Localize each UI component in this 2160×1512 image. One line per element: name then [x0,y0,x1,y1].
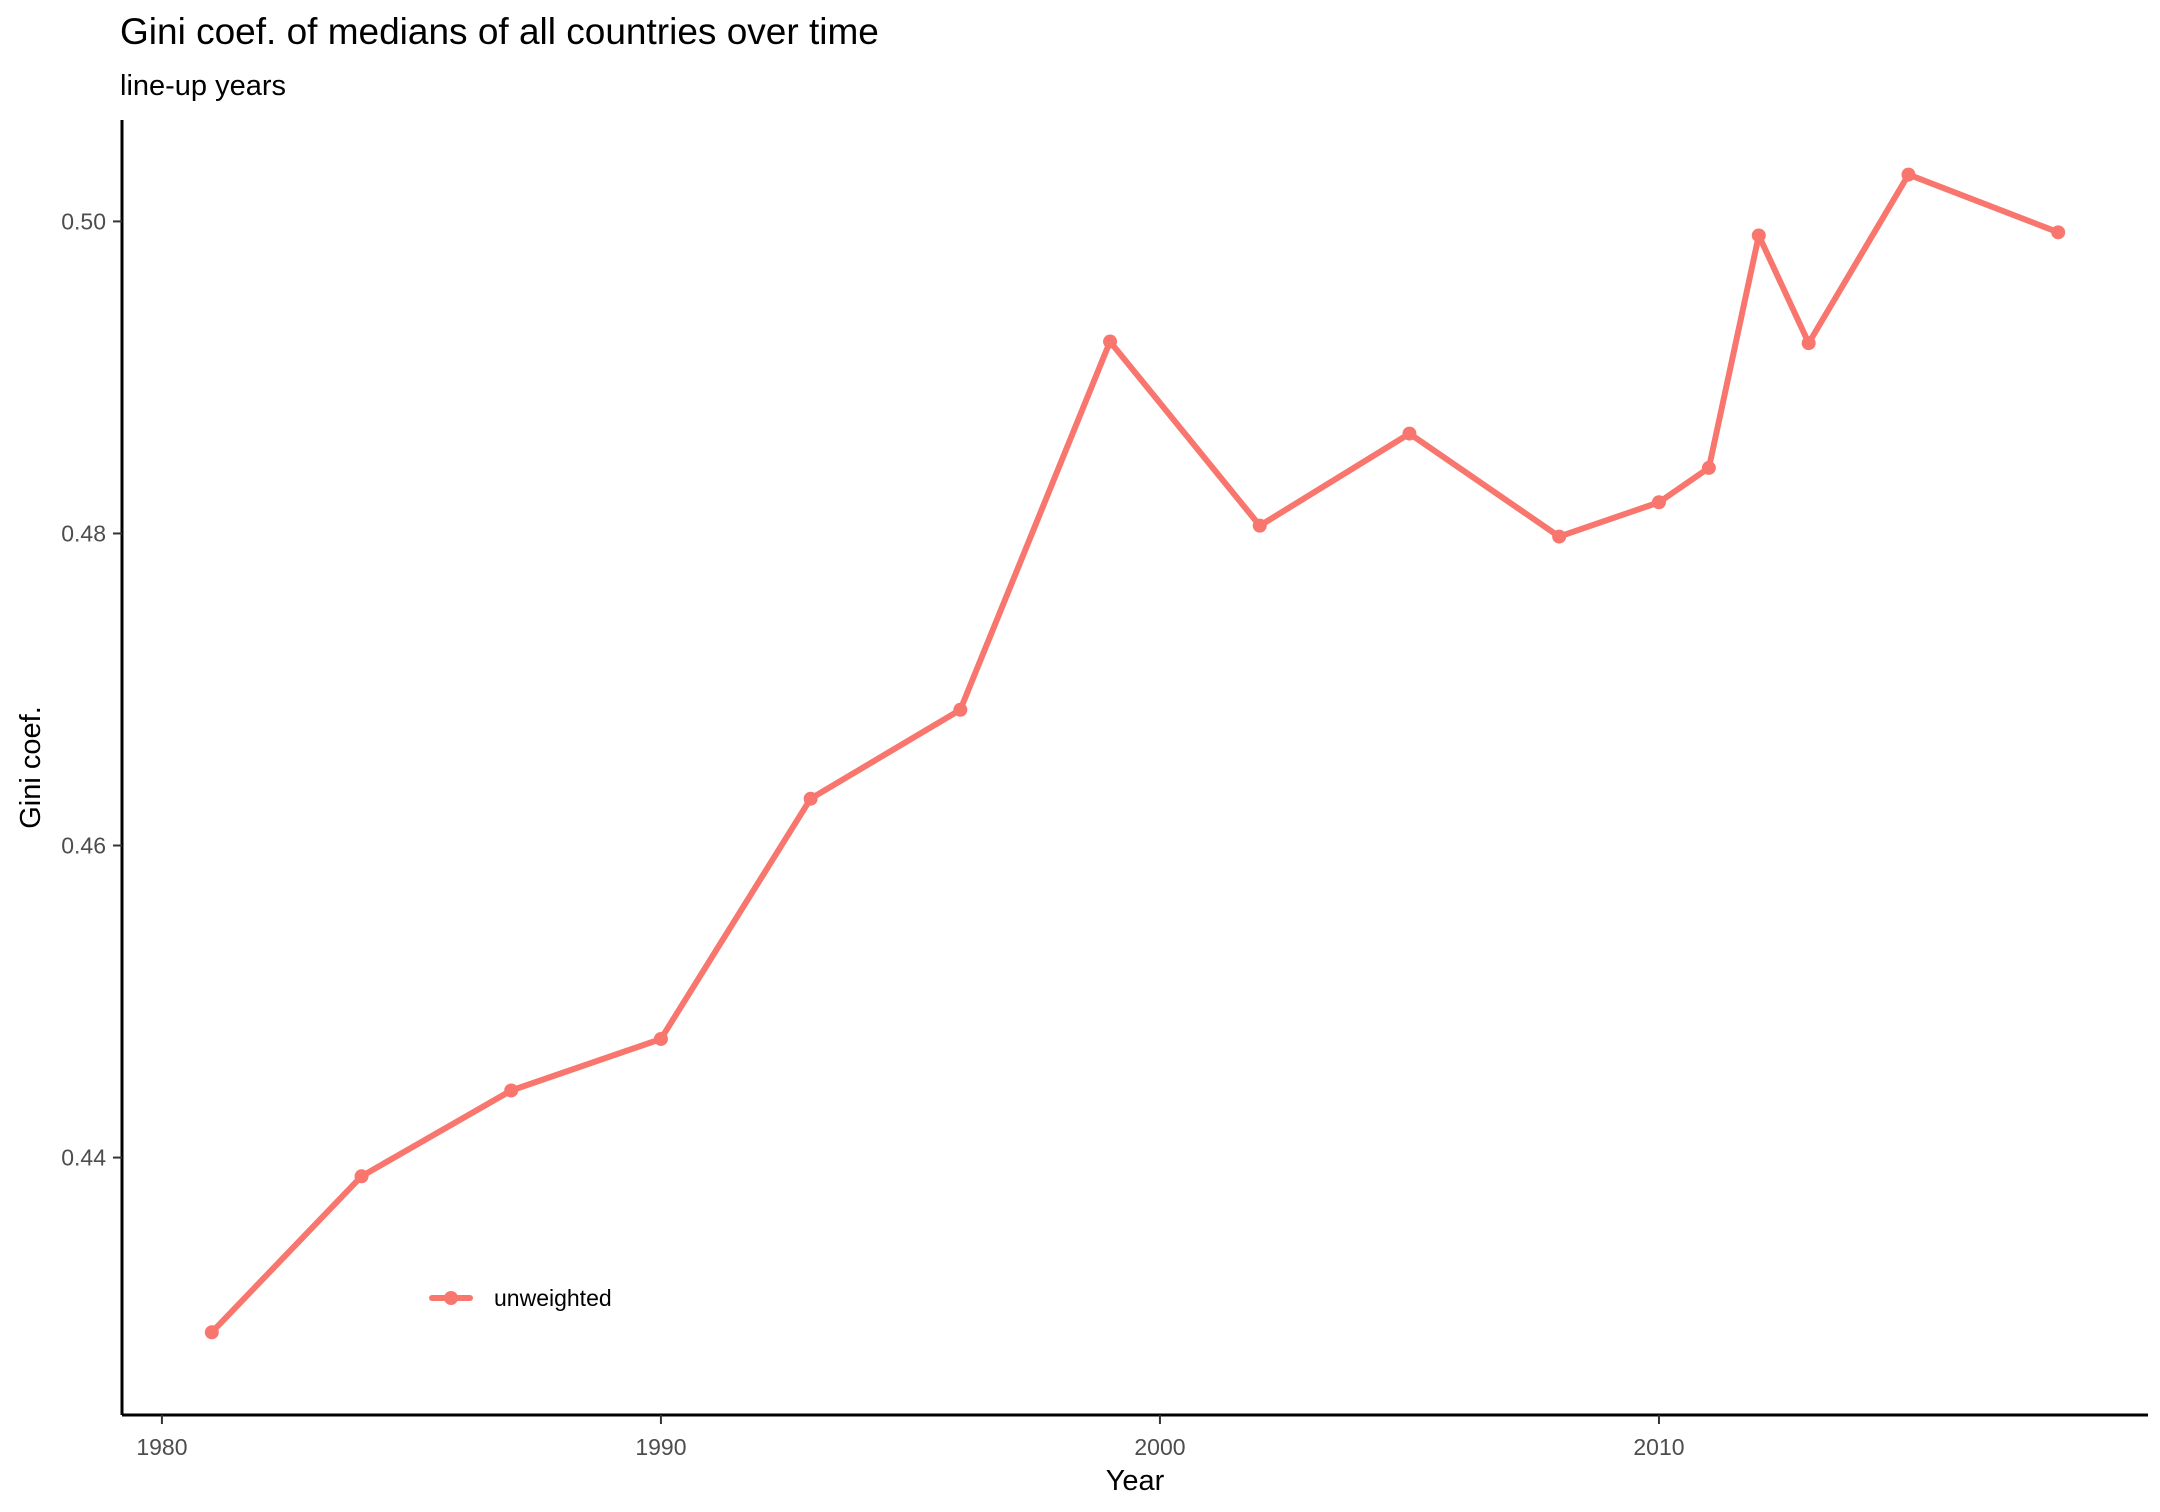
data-point [653,1031,668,1046]
data-point [1701,460,1716,475]
axes [120,120,2148,1417]
data-point [1901,167,1916,182]
y-tick-label: 0.50 [61,208,106,234]
data-point [1103,334,1118,349]
y-tick-label: 0.44 [61,1145,106,1171]
chart-subtitle: line-up years [120,70,286,102]
chart-title: Gini coef. of medians of all countries o… [120,11,879,52]
data-point [1402,426,1417,441]
data-point [204,1325,219,1340]
data-point [1751,228,1766,243]
data-point [1651,495,1666,510]
y-axis-ticks: 0.44 0.46 0.48 0.50 [61,208,122,1171]
series-layer [204,167,2066,1340]
data-point [953,702,968,717]
x-tick-label: 2000 [1134,1434,1185,1460]
y-tick-label: 0.48 [61,520,106,546]
data-point [1801,336,1816,351]
data-point [1552,529,1567,544]
data-point [1252,518,1267,533]
x-axis-ticks: 1980 1990 2000 2010 [136,1415,1685,1460]
legend-key-point [444,1291,458,1305]
x-tick-label: 1990 [635,1434,686,1460]
data-point [504,1083,519,1098]
data-point [354,1169,369,1184]
y-axis-title: Gini coef. [15,706,47,829]
x-axis-title: Year [1106,1465,1165,1497]
data-point [803,791,818,806]
data-point [2051,225,2066,240]
series-line-unweighted [208,171,2062,1336]
x-tick-label: 2010 [1633,1434,1684,1460]
y-tick-label: 0.46 [61,833,106,859]
x-tick-label: 1980 [136,1434,187,1460]
legend-label: unweighted [494,1285,612,1311]
legend: unweighted [429,1285,612,1311]
